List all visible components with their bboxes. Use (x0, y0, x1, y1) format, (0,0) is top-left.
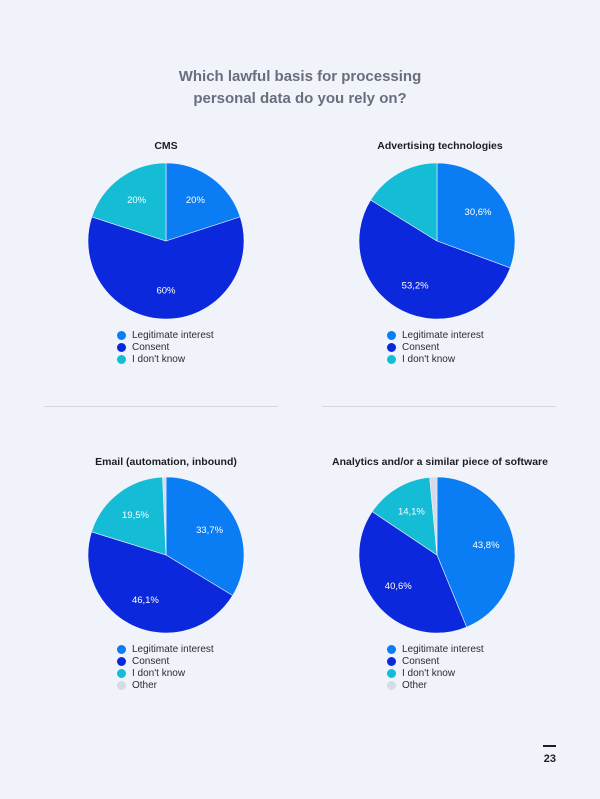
legend-cms: Legitimate interest Consent I don't know (117, 329, 214, 365)
legend-label: Other (132, 679, 158, 691)
legend-swatch (117, 668, 126, 678)
legend-item-legitimate-interest: Legitimate interest (387, 643, 484, 655)
legend-label: Consent (402, 341, 440, 353)
legend-item-consent: Consent (387, 341, 484, 353)
legend-item-consent: Consent (117, 341, 214, 353)
pie-slice-label-consent: 60% (156, 286, 176, 297)
divider-left (44, 406, 278, 407)
legend-label: I don't know (402, 667, 456, 679)
legend-swatch (387, 342, 396, 352)
legend-email: Legitimate interest Consent I don't know Ot… (117, 643, 214, 691)
legend-item-consent: Consent (117, 655, 214, 667)
pie-slice-label-legitimate-interest: 43,8% (473, 540, 500, 551)
legend-advertising-technologies: Legitimate interest Consent I don't know (387, 329, 484, 365)
legend-item-i-don-t-know: I don't know (387, 667, 484, 679)
pie-slice-label-i-don-t-know: 19,5% (122, 510, 149, 521)
pie-slice-consent (87, 216, 245, 320)
pie-chart-cms: 20% 60% 20% (87, 162, 245, 320)
legend-swatch (117, 342, 126, 352)
pie-slice-i-don-t-know (91, 162, 167, 242)
page-number: 23 (543, 753, 556, 765)
pie-slice-legitimate-interest (165, 162, 241, 242)
pie-slice-label-legitimate-interest: 33,7% (196, 525, 223, 536)
pie-chart-advertising-technologies: 30,6% 53,2% (358, 162, 516, 320)
legend-item-i-don-t-know: I don't know (117, 667, 214, 679)
legend-swatch (117, 330, 126, 340)
legend-swatch (117, 354, 126, 364)
pie-slice-other (162, 476, 167, 556)
legend-analytics: Legitimate interest Consent I don't know Ot… (387, 643, 484, 691)
legend-label: Consent (132, 655, 170, 667)
page-title-line-1: Which lawful basis for processing (178, 68, 422, 85)
pie-chart-email: 33,7% 46,1% 19,5% (87, 476, 245, 634)
pie-slice-label-consent: 40,6% (385, 581, 412, 592)
legend-label: Legitimate interest (132, 329, 214, 341)
legend-label: I don't know (132, 667, 186, 679)
legend-label: Legitimate interest (132, 643, 214, 655)
page-title-line-2: personal data do you rely on? (193, 90, 407, 107)
legend-label: Legitimate interest (402, 643, 484, 655)
pie-slice-i-don-t-know (370, 162, 438, 242)
page-number-dash (543, 745, 556, 747)
pie-slice-legitimate-interest (436, 476, 516, 628)
legend-swatch (117, 656, 126, 666)
pie-slice-label-consent: 53,2% (402, 280, 429, 291)
legend-label: Legitimate interest (402, 329, 484, 341)
pie-slice-consent (358, 511, 468, 634)
legend-item-i-don-t-know: I don't know (117, 353, 214, 365)
page-title: Which lawful basis for processing person… (0, 66, 600, 110)
legend-label: Consent (402, 655, 440, 667)
legend-item-i-don-t-know: I don't know (387, 353, 484, 365)
legend-item-consent: Consent (387, 655, 484, 667)
legend-item-legitimate-interest: Legitimate interest (117, 643, 214, 655)
pie-slice-consent (358, 199, 511, 320)
pie-slice-label-i-don-t-know: 14,1% (398, 507, 425, 518)
chart-title-cms: CMS (154, 140, 178, 152)
pie-slice-label-legitimate-interest: 20% (186, 195, 206, 206)
legend-swatch (387, 330, 396, 340)
legend-swatch (117, 644, 126, 654)
legend-label: I don't know (402, 353, 456, 365)
pie-slice-consent (87, 531, 234, 634)
legend-swatch (387, 656, 396, 666)
pie-slice-legitimate-interest (165, 476, 245, 596)
chart-title-analytics: Analytics and/or a similar piece of soft… (332, 456, 548, 468)
legend-label: Other (402, 679, 428, 691)
pie-chart-analytics: 43,8% 40,6% 14,1% (358, 476, 516, 634)
legend-item-other: Other (387, 679, 484, 691)
pie-slice-label-legitimate-interest: 30,6% (465, 207, 492, 218)
legend-swatch (117, 680, 126, 690)
legend-swatch (387, 668, 396, 678)
divider-right (322, 406, 556, 407)
legend-swatch (387, 354, 396, 364)
legend-swatch (387, 680, 396, 690)
chart-title-advertising-technologies: Advertising technologies (377, 140, 503, 152)
pie-slice-label-consent: 46,1% (132, 595, 159, 606)
legend-item-other: Other (117, 679, 214, 691)
legend-item-legitimate-interest: Legitimate interest (387, 329, 484, 341)
legend-label: I don't know (132, 353, 186, 365)
pie-slice-i-don-t-know (371, 477, 438, 556)
legend-label: Consent (132, 341, 170, 353)
legend-swatch (387, 644, 396, 654)
pie-slice-other (429, 476, 438, 556)
pie-slice-legitimate-interest (436, 162, 516, 269)
chart-title-email: Email (automation, inbound) (95, 456, 237, 468)
pie-slice-i-don-t-know (91, 476, 167, 556)
legend-item-legitimate-interest: Legitimate interest (117, 329, 214, 341)
pie-slice-label-i-don-t-know: 20% (127, 195, 147, 206)
